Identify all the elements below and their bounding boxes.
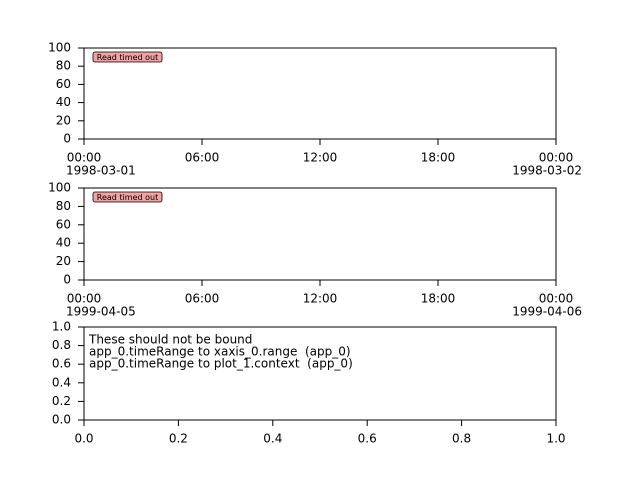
y-tick-label: 40 [56, 236, 71, 250]
y-tick-label: 40 [56, 95, 71, 109]
status-badge [92, 191, 163, 203]
y-tick-label: 0.2 [52, 394, 71, 408]
x-tick-sublabel: 1998-03-02 [512, 164, 582, 178]
x-tick-label: 00:00 [67, 292, 102, 306]
y-tick-label: 80 [56, 199, 71, 213]
overlay-text: app_0.timeRange to xaxis_0.range (app_0) [89, 345, 351, 359]
y-tick-label: 0.4 [52, 375, 71, 389]
y-tick-label: 60 [56, 217, 71, 231]
y-tick-label: 20 [56, 254, 71, 268]
y-tick-label: 0 [63, 132, 71, 146]
x-tick-label: 18:00 [421, 292, 456, 306]
y-tick-label: 20 [56, 113, 71, 127]
x-tick-sublabel: 1999-04-06 [512, 305, 582, 319]
x-tick-label: 06:00 [185, 292, 220, 306]
x-tick-label: 12:00 [303, 151, 338, 165]
x-tick-label: 0.4 [263, 432, 282, 446]
y-tick-label: 1.0 [52, 320, 71, 334]
x-tick-label: 0.8 [452, 432, 471, 446]
x-tick-label: 06:00 [185, 151, 220, 165]
status-text: Read timed out [97, 193, 158, 202]
y-tick-label: 0.0 [52, 413, 71, 427]
y-tick-label: 0 [63, 273, 71, 287]
x-tick-sublabel: 1998-03-01 [66, 164, 136, 178]
overlay-text: These should not be bound [88, 333, 252, 347]
status-text: Read timed out [97, 53, 158, 62]
x-tick-label: 1.0 [546, 432, 565, 446]
x-tick-label: 0.6 [358, 432, 377, 446]
y-tick-label: 100 [48, 181, 71, 195]
x-tick-label: 00:00 [67, 151, 102, 165]
y-tick-label: 0.6 [52, 357, 71, 371]
x-tick-label: 0.2 [169, 432, 188, 446]
overlay-text: app_0.timeRange to plot_1.context (app_0… [89, 357, 353, 371]
x-tick-label: 00:00 [539, 292, 574, 306]
x-tick-label: 00:00 [539, 151, 574, 165]
y-tick-label: 80 [56, 59, 71, 73]
x-tick-sublabel: 1999-04-05 [66, 305, 136, 319]
x-tick-label: 12:00 [303, 292, 338, 306]
x-tick-label: 0.0 [74, 432, 93, 446]
y-tick-label: 60 [56, 77, 71, 91]
status-badge [92, 51, 163, 63]
y-tick-label: 100 [48, 41, 71, 55]
x-tick-label: 18:00 [421, 151, 456, 165]
y-tick-label: 0.8 [52, 338, 71, 352]
plot-frame [83, 326, 557, 421]
